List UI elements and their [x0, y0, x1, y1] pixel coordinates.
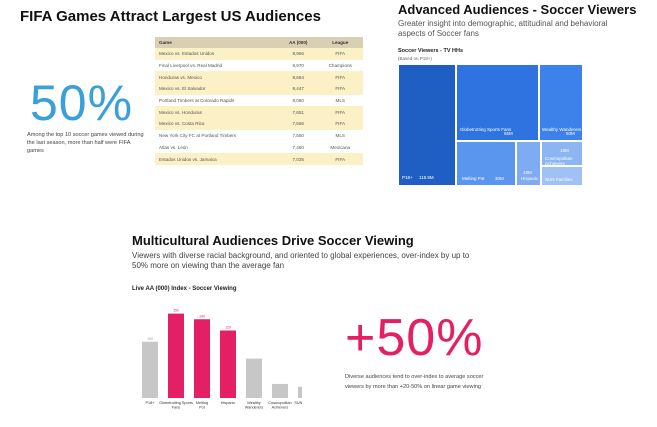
tile-cosmopolitan: Cosmopolitan Achievers 18M	[541, 141, 583, 166]
game-cell: Atlas vs. León	[155, 141, 279, 154]
bar-category-label: Melting Pot	[196, 401, 208, 410]
table-row: Mexico vs. El Salvador 8,447 FIFA	[155, 83, 363, 95]
bar-category-label: P18+	[146, 401, 156, 405]
header-league: League	[317, 37, 363, 48]
bar-value-label: 100	[147, 337, 153, 341]
bar-category-label: Globetrotting Sports Fans	[159, 401, 193, 410]
header-game: Game	[155, 37, 279, 48]
tile-value: 18M	[523, 170, 532, 175]
table-row: Portland Timbers at Colorado Rapids 8,060…	[155, 94, 363, 107]
multicultural-subtitle: Viewers with diverse racial background, …	[132, 251, 470, 270]
league-cell: FIFA	[317, 118, 363, 130]
tile-label: Hispanic	[521, 176, 539, 181]
game-cell: Final Liverpool vs. Real Madrid	[155, 59, 279, 72]
aa-cell: 8,060	[278, 94, 318, 107]
league-cell: FIFA	[317, 83, 363, 95]
aa-cell: 8,664	[278, 71, 318, 84]
tile-value: 118.9M	[419, 175, 434, 180]
bar-6	[298, 386, 302, 398]
league-cell: Champions	[317, 59, 363, 72]
bar-category-label: Hispanic	[221, 401, 236, 405]
tile-p18: P18+ 118.9M	[398, 64, 456, 186]
table-row: Estados Unidos vs. Jamaica 7,025 FIFA	[155, 153, 363, 165]
treemap: P18+ 118.9M Globetrotting Sports Fans 65M We…	[398, 64, 583, 186]
aa-cell: 7,651	[278, 106, 318, 119]
bar-category-label: Cosmopolitan Achievers	[268, 401, 291, 410]
header-aa: AA (000)	[278, 37, 318, 48]
bar-3	[220, 330, 236, 398]
games-table-header: Game AA (000) League	[155, 37, 363, 48]
league-cell: FIFA	[317, 106, 363, 119]
bar-5	[272, 383, 288, 398]
bar-chart-title: Live AA (000) Index - Soccer Viewing	[132, 286, 237, 292]
game-cell: Mexico vs. Estados Unidos	[155, 48, 279, 60]
bar-value-label: 150	[173, 309, 179, 313]
tile-label: SUN Families	[545, 177, 573, 182]
game-cell: Estados Unidos vs. Jamaica	[155, 153, 279, 165]
multicultural-big-stat: +50%	[345, 309, 484, 367]
aa-cell: 8,447	[278, 83, 318, 95]
tile-label: Wealthy Wanderers	[542, 127, 582, 132]
league-cell: FIFA	[317, 153, 363, 165]
game-cell: Mexico vs. El Salvador	[155, 83, 279, 95]
aa-cell: 7,550	[278, 129, 318, 142]
bar-category-label: SUN Families	[294, 401, 302, 405]
tile-melting-pot: Melting Pot 30M	[456, 141, 516, 186]
advanced-title: Advanced Audiences - Soccer Viewers	[398, 2, 637, 17]
treemap-note: (Based on P18+)	[398, 56, 432, 61]
league-cell: MLS	[317, 129, 363, 142]
aa-cell: 7,460	[278, 141, 318, 154]
table-row: Mexico vs. Estados Unidos 8,956 FIFA	[155, 48, 363, 60]
table-row: New York City FC at Portland Timbers 7,55…	[155, 129, 363, 142]
fifa-title: FIFA Games Attract Largest US Audiences	[20, 8, 321, 25]
index-bar-chart: 100 P18+ 150 Globetrotting Sports Fans 140 Mel…	[142, 309, 302, 410]
bar-0	[142, 341, 158, 398]
multicultural-note: Diverse audiences tend to over-index to …	[345, 374, 484, 390]
table-row: Honduras vs. Mexico 8,664 FIFA	[155, 71, 363, 84]
tile-value: 65M	[504, 131, 513, 136]
league-cell: FIFA	[317, 71, 363, 84]
game-cell: Portland Timbers at Colorado Rapids	[155, 94, 279, 107]
fifa-big-stat: 50%	[30, 75, 134, 131]
tile-label: Melting Pot	[462, 176, 485, 181]
tile-wealthy: Wealthy Wanderers 50M	[539, 64, 583, 141]
tile-label: P18+	[402, 175, 413, 180]
aa-cell: 8,956	[278, 48, 318, 60]
league-cell: FIFA	[317, 48, 363, 60]
table-row: Atlas vs. León 7,460 Mexicana	[155, 141, 363, 154]
bar-1	[168, 313, 184, 398]
tile-globetrotting: Globetrotting Sports Fans 65M	[456, 64, 539, 141]
tile-value: 50M	[566, 131, 575, 136]
bar-value-label: 120	[225, 326, 231, 330]
game-cell: Mexico vs. Honduras	[155, 106, 279, 119]
fifa-note: Among the top 10 soccer games viewed dur…	[27, 132, 144, 154]
aa-cell: 7,025	[278, 153, 318, 165]
table-row: Mexico vs. Honduras 7,651 FIFA	[155, 106, 363, 119]
tile-label: Cosmopolitan Achievers	[545, 156, 573, 166]
games-table: Game AA (000) League Mexico vs. Estados …	[155, 37, 363, 165]
treemap-title: Soccer Viewers - TV HHs	[398, 48, 464, 54]
games-table-body: Mexico vs. Estados Unidos 8,956 FIFA Final …	[155, 48, 363, 165]
tile-hispanic: Hispanic 18M	[516, 141, 541, 186]
table-row: Mexico vs. Costa Rica 7,556 FIFA	[155, 118, 363, 130]
league-cell: MLS	[317, 94, 363, 107]
bar-value-label: 140	[199, 314, 205, 318]
advanced-subtitle: Greater insight into demographic, attitu…	[398, 19, 608, 38]
bar-category-label: Wealthy Wanderers	[245, 401, 264, 410]
bar-2	[194, 319, 210, 398]
tile-value: 18M	[560, 148, 569, 153]
aa-cell: 7,556	[278, 118, 318, 130]
league-cell: Mexicana	[317, 141, 363, 154]
aa-cell: 8,970	[278, 59, 318, 72]
tile-sun-families: SUN Families	[541, 166, 583, 186]
bar-4	[246, 358, 262, 398]
game-cell: Mexico vs. Costa Rica	[155, 118, 279, 130]
game-cell: New York City FC at Portland Timbers	[155, 129, 279, 142]
table-row: Final Liverpool vs. Real Madrid 8,970 Cham…	[155, 59, 363, 72]
game-cell: Honduras vs. Mexico	[155, 71, 279, 84]
tile-value: 30M	[495, 176, 504, 181]
multicultural-title: Multicultural Audiences Drive Soccer Vie…	[132, 233, 414, 248]
tile-label: Globetrotting Sports Fans	[460, 127, 512, 132]
